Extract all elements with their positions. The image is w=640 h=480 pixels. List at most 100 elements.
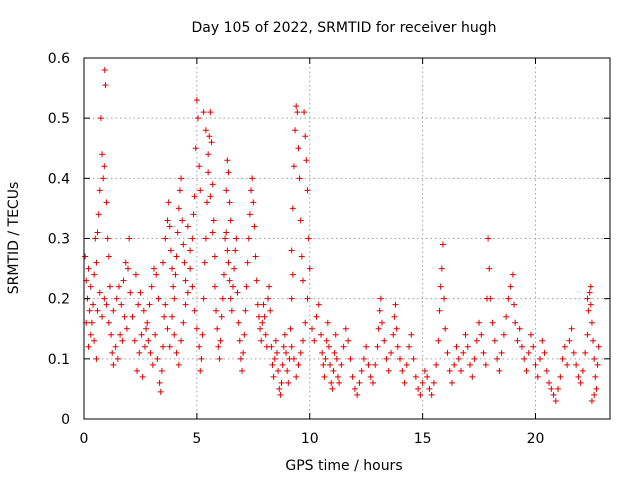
data-point bbox=[195, 115, 202, 122]
data-point bbox=[227, 217, 234, 224]
data-point bbox=[582, 349, 589, 356]
data-point bbox=[325, 343, 332, 350]
data-point bbox=[112, 343, 119, 350]
data-point bbox=[579, 367, 586, 374]
data-point bbox=[146, 301, 153, 308]
data-point bbox=[239, 367, 246, 374]
data-point bbox=[297, 349, 304, 356]
data-point bbox=[165, 199, 172, 206]
data-point bbox=[113, 295, 120, 302]
data-point bbox=[206, 133, 213, 140]
data-point bbox=[338, 361, 345, 368]
data-point bbox=[564, 361, 571, 368]
data-point bbox=[243, 283, 250, 290]
data-point bbox=[201, 259, 208, 266]
data-point bbox=[460, 349, 467, 356]
data-point bbox=[131, 337, 138, 344]
data-point bbox=[552, 397, 559, 404]
data-point bbox=[274, 349, 281, 356]
data-point bbox=[211, 283, 218, 290]
data-point bbox=[309, 325, 316, 332]
data-point bbox=[205, 169, 212, 176]
data-point bbox=[302, 133, 309, 140]
data-point bbox=[305, 235, 312, 242]
data-point bbox=[86, 307, 93, 314]
data-point bbox=[550, 391, 557, 398]
data-point bbox=[157, 388, 164, 395]
data-point bbox=[318, 331, 325, 338]
data-point bbox=[288, 247, 295, 254]
data-point bbox=[487, 295, 494, 302]
data-point bbox=[392, 301, 399, 308]
data-point bbox=[408, 331, 415, 338]
data-point bbox=[436, 307, 443, 314]
data-point bbox=[154, 355, 161, 362]
data-point bbox=[91, 271, 98, 278]
data-point bbox=[104, 235, 111, 242]
data-point bbox=[262, 331, 269, 338]
data-point bbox=[205, 151, 212, 158]
data-point bbox=[125, 265, 132, 272]
data-point bbox=[587, 283, 594, 290]
data-point bbox=[590, 337, 597, 344]
data-point bbox=[200, 109, 207, 116]
data-point bbox=[511, 301, 518, 308]
data-point bbox=[219, 295, 226, 302]
data-point bbox=[101, 295, 108, 302]
data-point bbox=[543, 367, 550, 374]
data-point bbox=[139, 373, 146, 380]
data-point bbox=[228, 307, 235, 314]
data-point bbox=[388, 349, 395, 356]
data-point bbox=[541, 349, 548, 356]
data-point bbox=[381, 337, 388, 344]
data-point bbox=[246, 211, 253, 218]
data-point bbox=[229, 283, 236, 290]
data-point bbox=[182, 277, 189, 284]
data-point bbox=[322, 355, 329, 362]
data-point bbox=[149, 361, 156, 368]
data-point bbox=[199, 331, 206, 338]
data-point bbox=[85, 343, 92, 350]
data-point bbox=[241, 331, 248, 338]
data-point bbox=[88, 319, 95, 326]
y-tick-label: 0.5 bbox=[48, 111, 70, 127]
data-point bbox=[424, 373, 431, 380]
data-point bbox=[298, 253, 305, 260]
data-point bbox=[210, 217, 217, 224]
data-point bbox=[253, 277, 260, 284]
data-point bbox=[595, 343, 602, 350]
data-point bbox=[166, 223, 173, 230]
x-tick-label: 20 bbox=[527, 431, 545, 447]
data-point bbox=[489, 319, 496, 326]
data-point bbox=[136, 349, 143, 356]
data-point bbox=[184, 223, 191, 230]
data-point bbox=[110, 307, 117, 314]
chart-title: Day 105 of 2022, SRMTID for receiver hug… bbox=[192, 20, 497, 36]
data-point bbox=[293, 103, 300, 110]
data-point bbox=[591, 355, 598, 362]
data-point bbox=[281, 331, 288, 338]
data-point bbox=[446, 367, 453, 374]
y-tick-label: 0.4 bbox=[48, 171, 70, 187]
data-point bbox=[594, 361, 601, 368]
data-point bbox=[209, 181, 216, 188]
data-point bbox=[200, 295, 207, 302]
data-point bbox=[328, 379, 335, 386]
data-point bbox=[417, 391, 424, 398]
data-point bbox=[224, 157, 231, 164]
data-point bbox=[232, 247, 239, 254]
data-point bbox=[132, 271, 139, 278]
data-point bbox=[143, 325, 150, 332]
data-point bbox=[539, 337, 546, 344]
data-point bbox=[155, 295, 162, 302]
data-point bbox=[109, 349, 116, 356]
data-point bbox=[285, 379, 292, 386]
y-axis-label: SRMTID / TECUs bbox=[6, 182, 22, 295]
data-point bbox=[476, 319, 483, 326]
data-point bbox=[284, 367, 291, 374]
data-point bbox=[101, 67, 108, 74]
data-point bbox=[426, 385, 433, 392]
y-tick-label: 0.3 bbox=[48, 232, 70, 248]
data-point bbox=[87, 283, 94, 290]
data-point bbox=[270, 373, 277, 380]
